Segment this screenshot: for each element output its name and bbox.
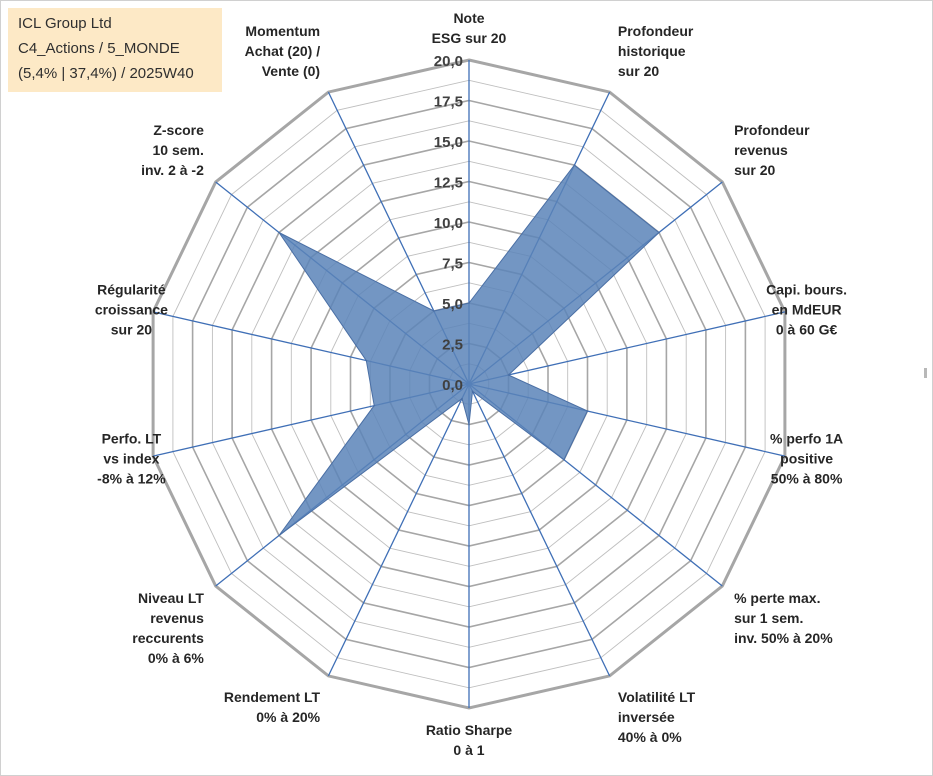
category-label: -8% à 12%	[97, 470, 166, 486]
category-label: inv. 2 à -2	[141, 162, 204, 178]
data-point	[365, 359, 368, 362]
data-point	[586, 410, 589, 412]
category-label: Note	[453, 10, 484, 26]
category-label: Profondeur	[618, 23, 694, 39]
category-label: 50% à 80%	[771, 470, 843, 486]
period-label: (5,4% | 37,4%) / 2025W40	[18, 65, 194, 82]
tick-label: 10,0	[434, 215, 463, 232]
category-label: revenus	[734, 142, 788, 158]
data-point	[373, 404, 376, 407]
category-label: sur 20	[734, 162, 775, 178]
tick-label: 12,5	[434, 175, 463, 192]
category-label: 0 à 60 G€	[776, 322, 838, 338]
data-point	[433, 310, 435, 312]
category-label: Capi. bours.	[766, 282, 847, 298]
category-label: sur 20	[618, 63, 659, 79]
category-label: Régularité	[97, 282, 166, 298]
category-label: sur 1 sem.	[734, 610, 803, 626]
category-label: 40% à 0%	[618, 729, 682, 745]
category-label: Achat (20) /	[245, 43, 321, 59]
data-point	[461, 397, 463, 400]
tick-label: 15,0	[434, 134, 463, 151]
category-labels: Note ESG sur 20 Profondeur historique sur 20…	[95, 10, 847, 758]
category-label: 10 sem.	[153, 142, 204, 158]
category-label: Profondeur	[734, 122, 810, 138]
category-label: 0% à 20%	[256, 709, 320, 725]
category-label: positive	[780, 450, 833, 466]
tick-label: 20,0	[434, 53, 463, 70]
category-label: en MdEUR	[772, 302, 842, 318]
category-label: % perte max.	[734, 590, 820, 606]
radar-series	[278, 164, 660, 537]
category-label: inv. 50% à 20%	[734, 630, 833, 646]
tick-label: 7,5	[442, 256, 463, 273]
category-label: Vente (0)	[262, 63, 320, 79]
category-label: sur 20	[111, 322, 152, 338]
category-label: Rendement LT	[224, 689, 321, 705]
tick-label: 2,5	[442, 337, 463, 354]
data-point	[278, 231, 280, 234]
category-label: 0% à 6%	[148, 650, 205, 666]
data-point	[658, 231, 660, 234]
data-point	[563, 459, 565, 461]
tick-label: 5,0	[442, 296, 463, 313]
category-label: % perfo 1A	[770, 430, 843, 446]
spoke-line	[468, 383, 611, 677]
category-label: historique	[618, 43, 686, 59]
category-label: Z-score	[153, 122, 204, 138]
category-label: Volatilité LT	[618, 689, 696, 705]
portfolio-label: C4_Actions / 5_MONDE	[18, 40, 180, 57]
data-point	[471, 390, 474, 393]
category-label: 0 à 1	[453, 742, 484, 758]
tick-label: 0,0	[442, 377, 463, 394]
scroll-marker	[924, 368, 927, 378]
data-point	[468, 423, 470, 426]
info-box: ICL Group Ltd C4_Actions / 5_MONDE (5,4%…	[8, 8, 222, 92]
category-label: reccurents	[132, 630, 204, 646]
category-label: revenus	[150, 610, 204, 626]
category-label: inversée	[618, 709, 675, 725]
category-label: Momentum	[245, 23, 320, 39]
data-point	[507, 374, 510, 376]
data-point	[278, 534, 280, 537]
category-label: Niveau LT	[138, 590, 204, 606]
category-label: Ratio Sharpe	[426, 722, 513, 738]
spoke-line	[468, 311, 786, 385]
spoke-line	[327, 383, 470, 677]
data-point	[573, 164, 576, 166]
category-label: vs index	[103, 450, 159, 466]
category-label: ESG sur 20	[432, 30, 507, 46]
data-point	[468, 302, 470, 304]
category-label: croissance	[95, 302, 168, 318]
category-label: Perfo. LT	[102, 430, 162, 446]
company-name: ICL Group Ltd	[18, 15, 112, 32]
tick-label: 17,5	[434, 94, 463, 111]
radial-tick-labels: 0,0 2,5 5,0 7,5 10,0 12,5 15,0 17,5 20,0	[434, 53, 463, 394]
